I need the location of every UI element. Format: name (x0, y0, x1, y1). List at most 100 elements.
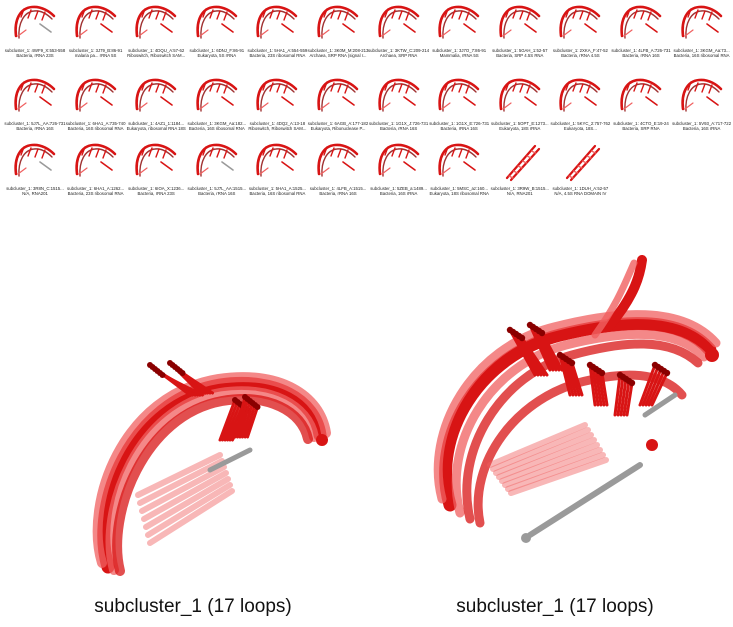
thumbnail-cell: subcluster_1: 5HA1_A:1525... Bacteria, 16… (248, 140, 308, 206)
loop-structure-thumbnail (74, 78, 116, 112)
thumbnail-id: subcluster_1: 5KYC_2:757-762 (550, 121, 611, 126)
thumbnail-source: Bacteria, 16S ribosomal RNA (249, 191, 306, 197)
thumbnail-source: Riboswitch, Riboswitch SAM... (248, 126, 307, 132)
thumbnail-source: Eukaryota, ribosomal RNA 18S (126, 126, 186, 132)
thumbnail-id: subcluster_1: 4DQU_A:57-62 (128, 48, 185, 53)
thumbnail-cell: subcluster_1: 3KTW_C:209-214 Archaea, SRP… (368, 2, 430, 68)
thumbnail-cell: subcluster_1: 3KGM_Aa:73... Bacteria, 16S… (673, 2, 733, 68)
thumbnail-id: subcluster_1: 2XKA_F:47-52 (552, 48, 608, 53)
thumbnail-caption: subcluster_1: 4DQU_A:57-62 Riboswitch, Ri… (123, 48, 189, 59)
thumbnail-id: subcluster_1: 5ZEB_a:1489... (370, 186, 427, 191)
thumbnail-caption: subcluster_1: 4DQ2_A:13-18 Riboswitch, Ri… (244, 121, 310, 132)
thumbnail-caption: subcluster_1: 4LFB_A:1515... Bacteria, rR… (305, 186, 371, 197)
thumbnail-cell: subcluster_1: 3KGM_Aa:182... Bacteria, 16… (188, 75, 248, 141)
thumbnail-id: subcluster_1: 3KGM_Aa:73... (673, 48, 730, 53)
loop-structure-thumbnail (620, 5, 662, 39)
thumbnail-cell: subcluster_1: 1G1X_J:726-731 Bacteria, rR… (369, 75, 430, 141)
thumbnail-source: Bacteria, 16S rRNA (379, 191, 418, 197)
thumbnail-caption: subcluster_1: 1G1X_E:726-731 Bacteria, rR… (426, 121, 492, 132)
thumbnail-source: Bacteria, rRNA 23S (137, 191, 175, 197)
loop-structure-thumbnail (256, 5, 298, 39)
thumbnail-source: Eukaryota, 18S rRNA (499, 126, 541, 132)
thumbnail-id: subcluster_1: 3J79_B:86-91 (68, 48, 123, 53)
thumbnail-id: subcluster_1: 4LFB_A:726-731 (611, 48, 671, 53)
thumbnail-id: subcluster_1: 4DQ2_A:13-18 (249, 121, 306, 126)
loop-structure-thumbnail (256, 143, 298, 177)
thumbnail-source: Archaea, SRP RNA (379, 53, 418, 59)
thumbnail-source: Bacteria, 16S rRNA (682, 126, 721, 132)
loop-structure-thumbnail (196, 143, 238, 177)
thumbnail-source: Bacteria, rRNA 4.5S (561, 53, 600, 59)
loop-structure-thumbnail (14, 143, 56, 177)
loop-structure-thumbnail (135, 5, 177, 39)
thumbnail-cell: subcluster_1: 5KYC_2:757-762 Eukaryota, 1… (551, 75, 611, 141)
thumbnail-source: Bacteria, rRNA 16S (319, 191, 357, 197)
thumbnail-source: Bacteria, rRNA 23S (16, 53, 54, 59)
thumbnail-caption: subcluster_1: 5J7L_AA:1515... Bacteria, r… (184, 186, 250, 197)
thumbnail-caption: subcluster_1: 3KGM_Aa:182... Bacteria, 16… (184, 121, 250, 132)
thumbnail-cell: subcluster_1: 5ZEB_a:1489... Bacteria, 16… (370, 140, 430, 206)
panel-caption-left: subcluster_1 (17 loops) (94, 596, 292, 617)
thumbnail-source: Bacteria, 23S ribosomal RNA (67, 191, 124, 197)
thumbnail-caption: subcluster_1: 3KGM_Aa:73... Bacteria, 16S… (669, 48, 733, 59)
thumbnail-source: Archaea, SRP RNA (signal r... (309, 53, 367, 59)
loop-structure-thumbnail (438, 5, 480, 39)
thumbnail-caption: subcluster_1: 6AGB_A:177-182 Eukaryota, R… (305, 121, 371, 132)
loop-structure-thumbnail (377, 78, 419, 112)
thumbnail-id: subcluster_1: 5J7L_AA:1515... (187, 186, 247, 191)
loop-structure-thumbnail (317, 78, 359, 112)
thumbnail-id: subcluster_1: 3R9W_B:1515... (490, 186, 549, 191)
thumbnail-id: subcluster_1: 6IOA_X:1236... (128, 186, 185, 191)
thumbnail-id: subcluster_1: 1G1X_E:726-731 (429, 121, 490, 126)
loop-structure-thumbnail (499, 78, 541, 112)
thumbnail-id: subcluster_1: 4AZ1_1:1184... (128, 121, 185, 126)
thumbnail-caption: subcluster_1: 3R8N_C:1515... N/A, RNA201 (2, 186, 68, 197)
thumbnail-caption: subcluster_1: 5V93_A:717-722 Bacteria, 16… (669, 121, 733, 132)
thumbnail-source: Mammalia, rRNA 5S (439, 53, 479, 59)
loop-structure-thumbnail (196, 78, 238, 112)
thumbnail-caption: subcluster_1: 4WF9_X:553-558 Bacteria, rR… (2, 48, 68, 59)
superposition-panel-right (420, 255, 725, 580)
thumbnail-id: subcluster_1: 5GAH_1:52-57 (492, 48, 548, 53)
thumbnail-source: N/A, 4.5S RNA DOMAIN IV (554, 191, 607, 197)
thumbnail-id: subcluster_1: 3J7O_7:86-91 (432, 48, 487, 53)
thumbnail-caption: subcluster_1: 5GAH_1:52-57 Bacteria, SRP … (487, 48, 553, 59)
thumbnail-caption: subcluster_1: 6HA1_A:735-740 Bacteria, 16… (63, 121, 129, 132)
loop-structure-thumbnail (505, 144, 540, 182)
thumbnail-cell: subcluster_1: 6DNJ_F:86-91 Eukaryota, 5S … (188, 2, 248, 68)
loop-structure-thumbnail (559, 78, 601, 112)
loop-structure-thumbnail (438, 143, 480, 177)
thumbnail-caption: subcluster_1: 6IOA_X:1236... Bacteria, rR… (123, 186, 189, 197)
thumbnail-cell: subcluster_1: 5J7L_AA:726-731 Bacteria, r… (4, 75, 66, 141)
thumbnail-source: Bacteria, 16S ribosomal RNA (67, 126, 124, 132)
thumbnail-caption: subcluster_1: 3J79_B:86-91 malaria pa... … (63, 48, 129, 59)
panel-caption-right: subcluster_1 (17 loops) (456, 596, 654, 617)
thumbnail-source: N/A, RNA201 (22, 191, 48, 197)
thumbnail-source: Bacteria, rRNA 16S (622, 53, 660, 59)
thumbnail-grid: subcluster_1: 4WF9_X:553-558 Bacteria, rR… (0, 0, 733, 200)
thumbnail-caption: subcluster_1: 5KYC_2:757-762 Eukaryota, 1… (547, 121, 613, 132)
thumbnail-cell: subcluster_1: 4DQU_A:57-62 Riboswitch, Ri… (127, 2, 187, 68)
thumbnail-id: subcluster_1: 4CTO_E:19-24 (613, 121, 669, 126)
loop-structure-thumbnail (680, 78, 722, 112)
thumbnail-id: subcluster_1: 6HA1_A:735-740 (65, 121, 126, 126)
thumbnail-caption: subcluster_1: 5OPT_E:1273... Eukaryota, 1… (487, 121, 553, 132)
thumbnail-cell: subcluster_1: 5MSC_az:160... Eukaryota, 1… (429, 140, 490, 206)
superposition-panel-left (70, 345, 350, 585)
superposition-render-right (433, 255, 721, 543)
thumbnail-cell: subcluster_1: 1G1X_E:726-731 Bacteria, rR… (429, 75, 490, 141)
thumbnail-id: subcluster_1: 3R8N_C:1515... (6, 186, 64, 191)
loop-structure-thumbnail (499, 5, 541, 39)
thumbnail-cell: subcluster_1: 3J79_B:86-91 malaria pa... … (67, 2, 127, 68)
loop-structure-thumbnail (74, 143, 116, 177)
thumbnail-source: Eukaryota, 5S rRNA (197, 53, 237, 59)
thumbnail-id: subcluster_1: 3K0M_M:208-213 (307, 48, 369, 53)
thumbnail-id: subcluster_1: 5OPT_E:1273... (491, 121, 549, 126)
loop-structure-thumbnail (377, 5, 419, 39)
thumbnail-cell: subcluster_1: 3R9W_B:1515... N/A, RNA201 (491, 140, 551, 206)
thumbnail-source: Bacteria, SRP RNA (622, 126, 660, 132)
thumbnail-source: Bacteria, rRNA 16S (379, 126, 418, 132)
thumbnail-cell: subcluster_1: 6HA1_A:1262... Bacteria, 23… (67, 140, 127, 206)
thumbnail-source: Bacteria, SRP 4.5S RNA (496, 53, 544, 59)
thumbnail-cell: subcluster_1: 6IOA_X:1236... Bacteria, rR… (127, 140, 187, 206)
